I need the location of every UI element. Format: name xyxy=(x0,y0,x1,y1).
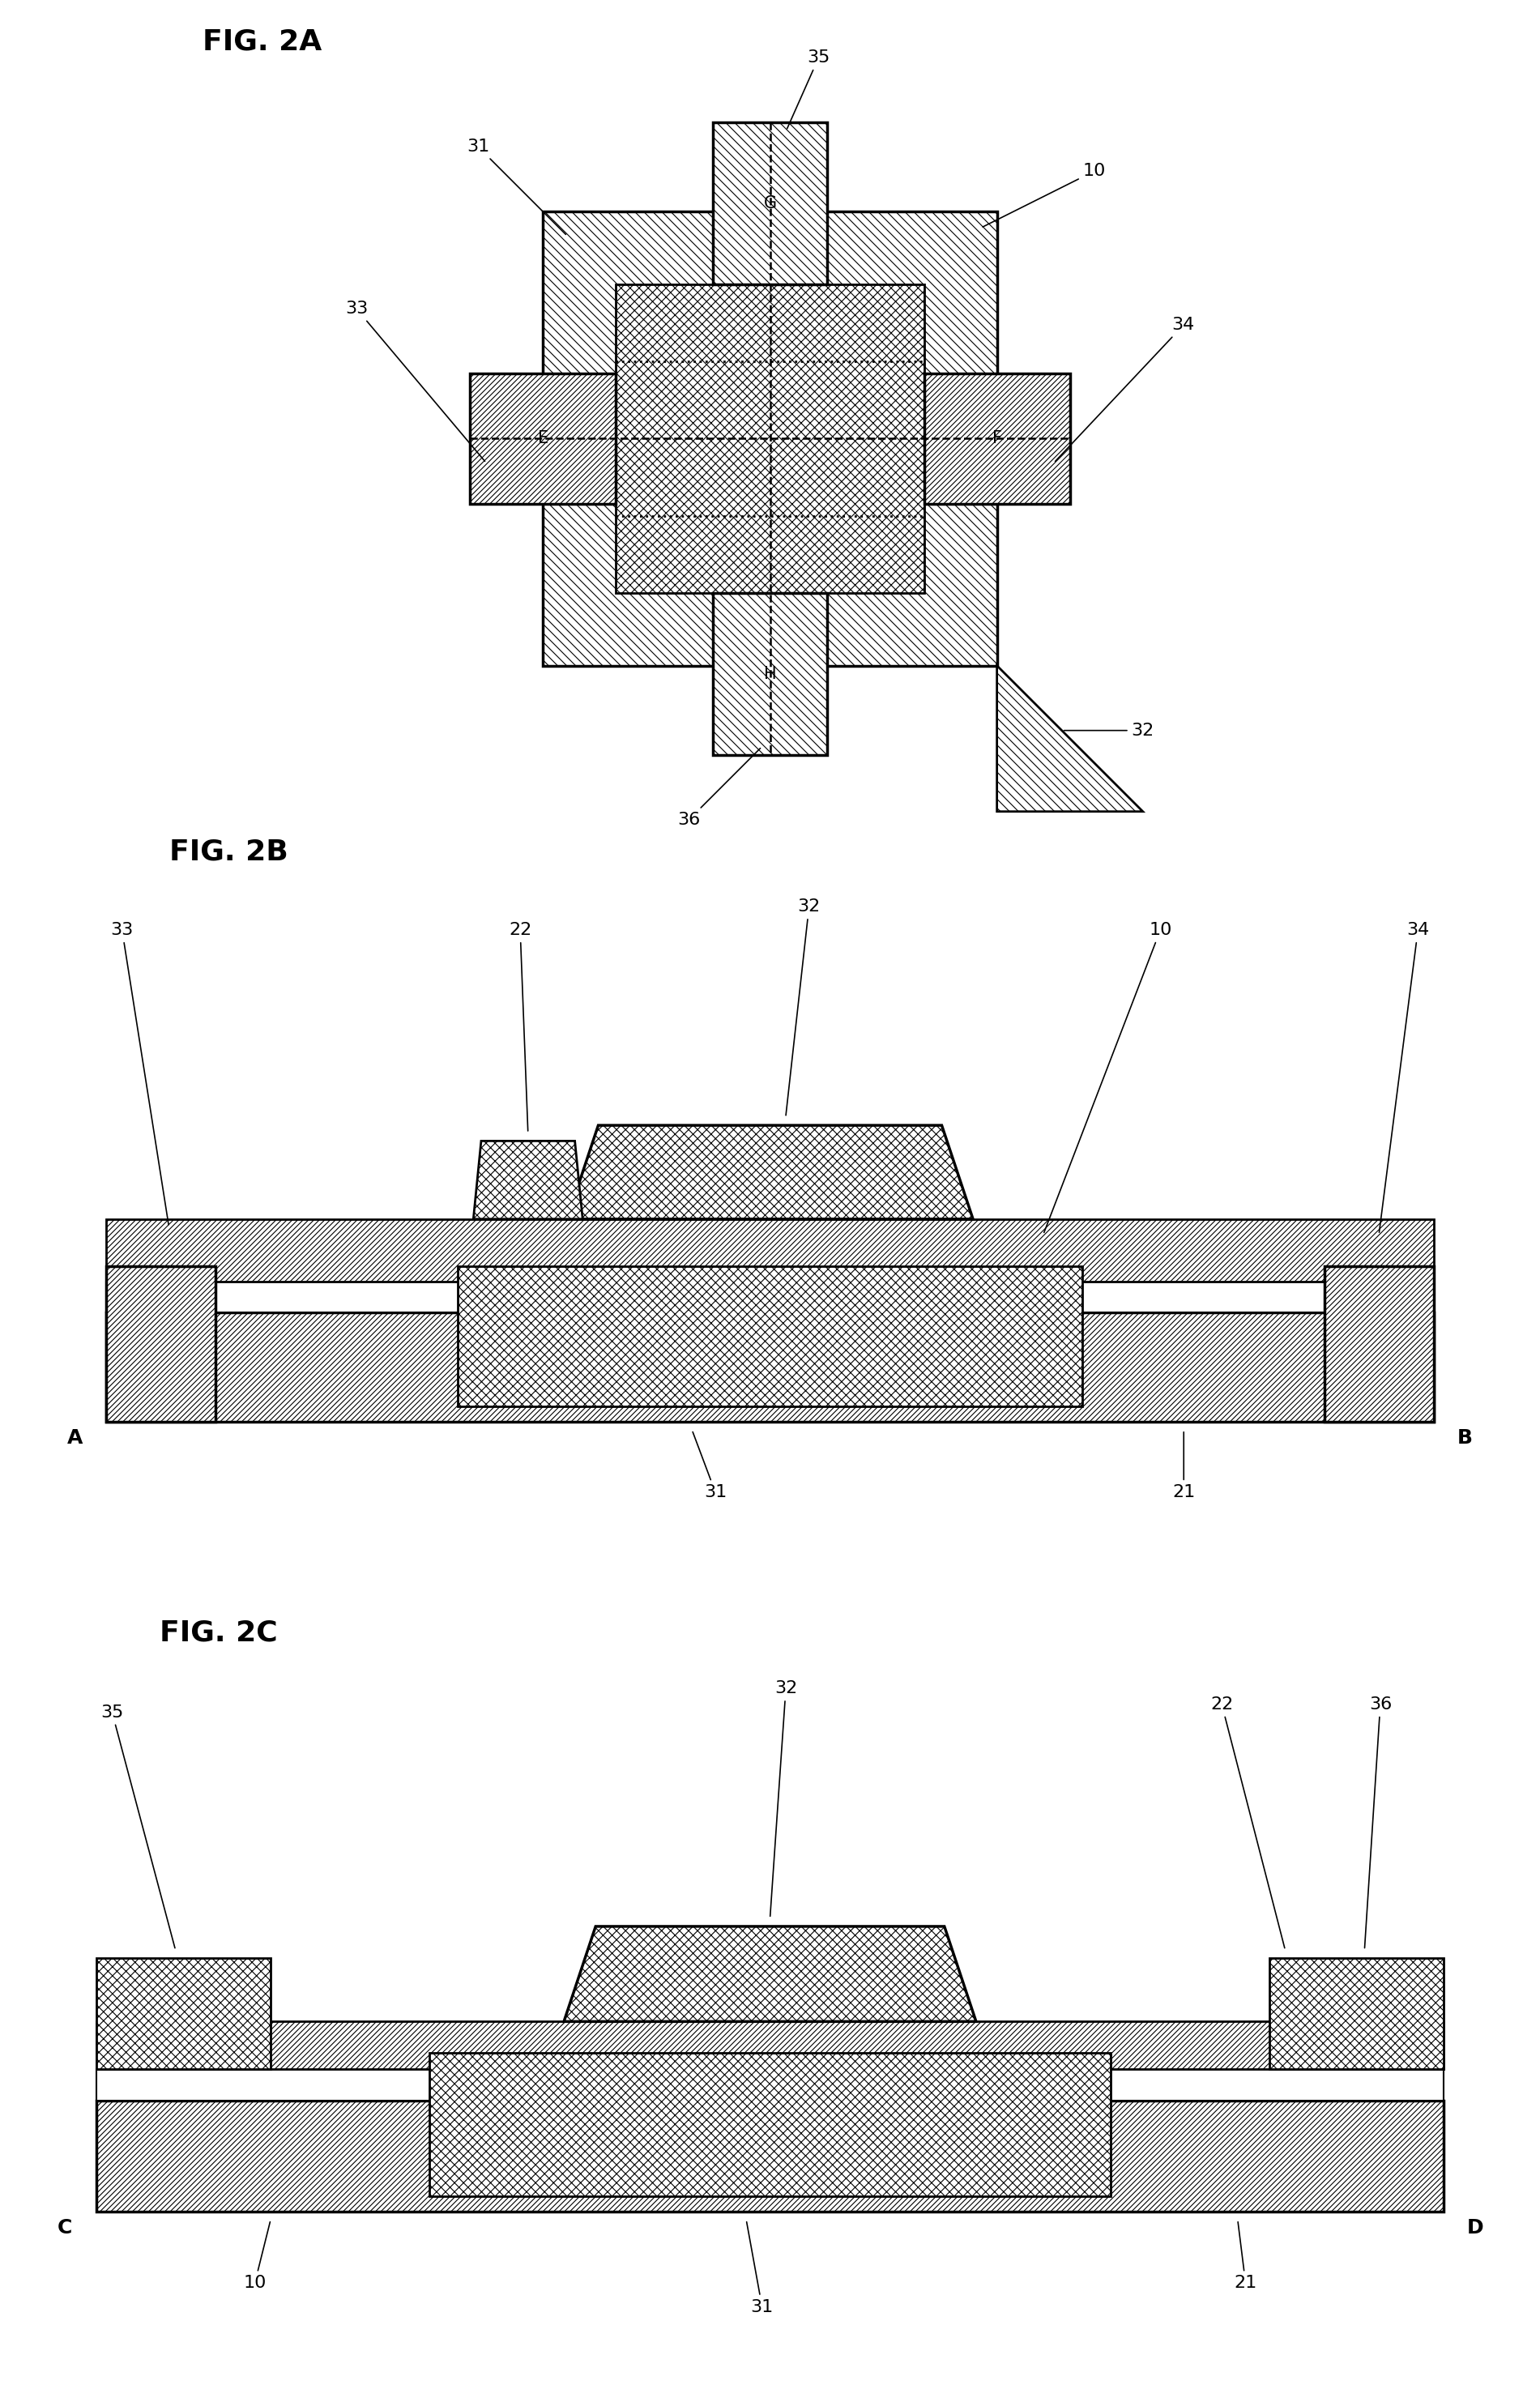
Bar xyxy=(106,1283,1434,1311)
Bar xyxy=(616,286,924,593)
Text: 33: 33 xyxy=(345,300,485,461)
Text: E: E xyxy=(537,430,548,447)
Text: 10: 10 xyxy=(983,163,1106,226)
Text: 31: 31 xyxy=(693,1432,727,1501)
Text: 31: 31 xyxy=(747,2222,773,2316)
Text: 31: 31 xyxy=(467,139,565,235)
Text: 33: 33 xyxy=(111,922,168,1225)
Text: FIG. 2A: FIG. 2A xyxy=(203,29,322,55)
Bar xyxy=(457,1266,1083,1405)
Text: 35: 35 xyxy=(100,1705,176,1948)
Bar xyxy=(97,2022,1443,2068)
Text: C: C xyxy=(57,2217,72,2236)
Text: 32: 32 xyxy=(785,898,821,1115)
Text: A: A xyxy=(68,1427,83,1448)
Bar xyxy=(106,1266,216,1422)
Text: D: D xyxy=(1468,2217,1485,2236)
Text: 34: 34 xyxy=(1380,922,1429,1232)
Bar xyxy=(97,1958,271,2068)
Text: 21: 21 xyxy=(1234,2222,1257,2292)
Text: 35: 35 xyxy=(787,50,830,130)
Text: 32: 32 xyxy=(1064,723,1155,737)
Polygon shape xyxy=(564,1926,976,2022)
Bar xyxy=(106,1220,1434,1283)
Bar xyxy=(544,211,996,665)
Bar xyxy=(924,375,1070,504)
Bar xyxy=(713,123,827,286)
Bar xyxy=(713,593,827,754)
Text: 21: 21 xyxy=(1172,1432,1195,1501)
Text: 32: 32 xyxy=(770,1681,798,1917)
Text: 10: 10 xyxy=(243,2222,270,2292)
Bar xyxy=(97,2068,1443,2102)
Text: G: G xyxy=(764,195,776,211)
Bar xyxy=(470,375,616,504)
Text: 22: 22 xyxy=(508,922,531,1131)
Bar xyxy=(106,1311,1434,1422)
Text: H: H xyxy=(764,665,776,682)
Bar xyxy=(97,2102,1443,2212)
Text: 10: 10 xyxy=(1044,922,1172,1232)
Bar xyxy=(1269,1958,1443,2068)
Polygon shape xyxy=(473,1141,582,1220)
Text: FIG. 2C: FIG. 2C xyxy=(160,1619,277,1648)
Polygon shape xyxy=(996,665,1143,812)
Text: FIG. 2B: FIG. 2B xyxy=(169,838,288,865)
Text: 36: 36 xyxy=(678,749,761,829)
Bar xyxy=(1324,1266,1434,1422)
Text: 36: 36 xyxy=(1364,1696,1392,1948)
Bar xyxy=(430,2054,1110,2195)
Text: 34: 34 xyxy=(1055,317,1195,461)
Text: F: F xyxy=(992,430,1003,447)
Text: 22: 22 xyxy=(1210,1696,1284,1948)
Polygon shape xyxy=(567,1124,973,1220)
Text: B: B xyxy=(1457,1427,1472,1448)
